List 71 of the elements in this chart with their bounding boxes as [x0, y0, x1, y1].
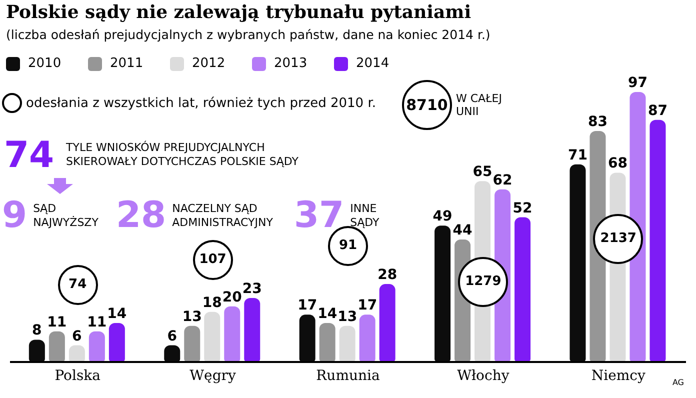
data-label: 62: [492, 172, 512, 188]
bar: [28, 340, 45, 362]
chart-title: Polskie sądy nie zalewają trybunału pytaniami: [6, 2, 472, 23]
data-label: 11: [87, 314, 107, 330]
annotation: 74: [68, 276, 88, 294]
bar: [108, 323, 125, 362]
data-label: 87: [648, 102, 668, 119]
data-label: 8: [32, 322, 42, 339]
bar: [204, 312, 220, 362]
data-label: 52: [512, 200, 532, 216]
data-label: 18: [202, 294, 222, 311]
annotation: 1279: [464, 273, 502, 292]
bar: [88, 331, 105, 362]
bar: [650, 120, 666, 362]
data-label: 17: [358, 298, 378, 314]
data-label: 13: [182, 308, 202, 325]
annotation: 8710: [402, 80, 452, 130]
data-label: 65: [472, 164, 492, 180]
data-label: 20: [222, 289, 242, 306]
bar: [570, 164, 586, 362]
bar: [48, 331, 65, 362]
data-label: 6: [72, 328, 82, 344]
data-label: 44: [452, 222, 473, 239]
data-label: 71: [568, 147, 588, 164]
annotation: INNE SĄDY: [350, 202, 380, 230]
data-label: 28: [378, 267, 398, 284]
x-tick-label: Rumunia: [316, 368, 380, 384]
data-label: 68: [608, 156, 628, 172]
legend-label: 2010: [27, 56, 62, 71]
bar: [379, 284, 396, 362]
data-label: 6: [167, 328, 178, 344]
annotation: 9: [2, 195, 28, 236]
x-tick-label: Włochy: [457, 368, 510, 384]
data-label: 17: [298, 298, 318, 314]
annotation: odesłania z wszystkich lat, również tych przed 2010 r.: [25, 94, 376, 112]
bar: [299, 314, 316, 362]
data-label: 14: [107, 306, 127, 322]
bar: [224, 306, 240, 362]
chart-subtitle: (liczba odesłań prejudycjalnych z wybranych państw, dane na koniec 2014 r.): [6, 27, 490, 42]
bar: [184, 326, 200, 362]
x-tick-label: Polska: [54, 368, 100, 384]
bar: [434, 226, 451, 362]
annotation: W CAŁEJ UNII: [456, 92, 503, 118]
annotation: 74: [4, 135, 54, 176]
bar: [359, 314, 376, 362]
data-label: 83: [588, 114, 608, 130]
annotation: 37: [294, 195, 344, 236]
legend-label: 2014: [355, 56, 390, 71]
legend-label: 2013: [273, 56, 308, 71]
bar: [339, 326, 356, 362]
bar: [319, 323, 336, 362]
data-label: 97: [628, 75, 648, 91]
annotation: 28: [116, 195, 166, 236]
annotation: NACZELNY SĄD ADMINISTRACYJNY: [172, 202, 273, 229]
x-tick-label: Niemcy: [591, 368, 646, 384]
data-label: 23: [242, 280, 262, 297]
legend-label: 2012: [191, 56, 226, 71]
data-label: 14: [318, 306, 338, 322]
annotation: TYLE WNIOSKÓW PREJUDYCJALNYCH SKIEROWAŁY DOTYCHCZAS POLSKIE SĄDY: [66, 141, 300, 169]
legend-label: 2011: [109, 56, 144, 71]
annotation: SĄD NAJWYŻSZY: [33, 202, 98, 230]
text: AG: [672, 378, 684, 387]
data-label: 13: [338, 308, 358, 325]
x-tick-label: Węgry: [190, 368, 236, 384]
annotation: 107: [198, 250, 228, 269]
data-label: 49: [432, 208, 452, 225]
data-label: 11: [47, 314, 67, 330]
bar: [244, 298, 260, 362]
annotation: 2137: [599, 230, 638, 248]
bar: [514, 217, 531, 362]
annotation: 91: [338, 237, 358, 256]
